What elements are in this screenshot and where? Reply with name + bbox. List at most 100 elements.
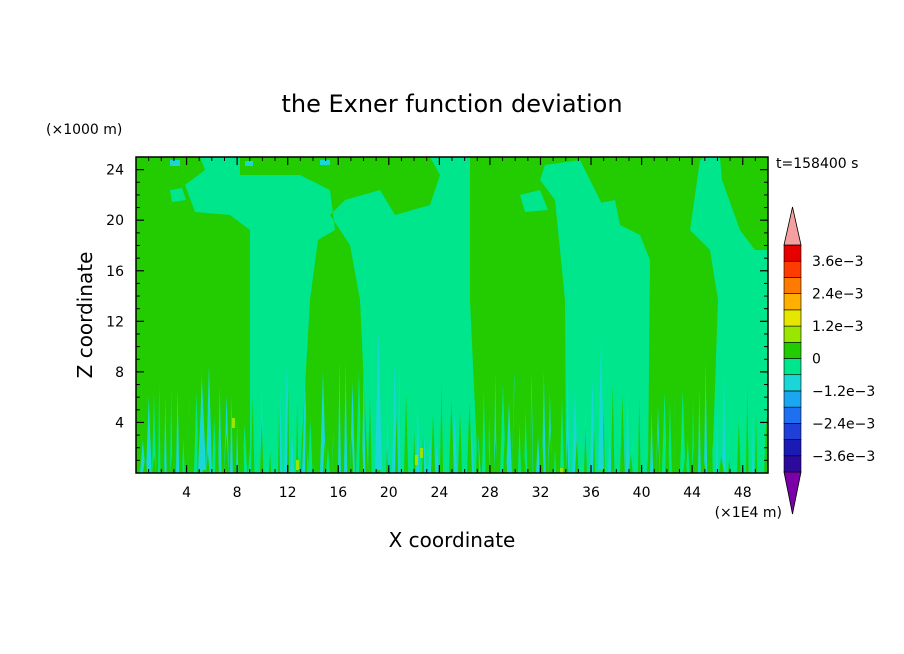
colorbar-label: −1.2e−3 xyxy=(812,384,875,400)
streak xyxy=(398,361,401,473)
x-tick-label: 8 xyxy=(233,485,242,501)
colorbar-under-arrow xyxy=(783,471,802,515)
streak xyxy=(161,436,165,473)
streak xyxy=(206,451,210,473)
streak xyxy=(737,421,741,473)
streak xyxy=(386,445,389,473)
streak xyxy=(251,396,255,473)
x-units-label: (×1E4 m) xyxy=(715,505,782,521)
y-axis-label: Z coordinate xyxy=(73,252,97,379)
streak xyxy=(422,434,425,473)
colorbar-bin xyxy=(783,244,802,262)
streak xyxy=(740,399,743,473)
streak xyxy=(326,447,330,473)
x-tick-label: 40 xyxy=(633,485,651,501)
streak xyxy=(341,429,344,473)
streak xyxy=(146,395,152,473)
colorbar-bin xyxy=(783,455,802,473)
streak xyxy=(566,439,569,473)
streak xyxy=(620,395,625,473)
x-tick-label: 36 xyxy=(582,485,600,501)
streak xyxy=(152,393,157,473)
streak xyxy=(215,387,219,473)
streak xyxy=(734,374,739,473)
streak xyxy=(656,433,660,473)
streak xyxy=(332,417,337,473)
streak xyxy=(170,385,173,473)
streak xyxy=(506,401,512,473)
colorbar-bin xyxy=(783,439,802,457)
time-label: t=158400 s xyxy=(776,156,858,172)
streak xyxy=(410,389,414,473)
streak xyxy=(272,379,278,473)
streak xyxy=(206,363,212,473)
colorbar-bin xyxy=(783,293,802,311)
streak xyxy=(686,438,690,473)
streak xyxy=(584,423,587,473)
streak xyxy=(362,363,366,473)
streak xyxy=(188,381,192,473)
streak xyxy=(503,432,508,473)
streak xyxy=(296,402,299,473)
y-axis-ticks: 4 8 12 16 20 24 xyxy=(106,163,768,461)
negative-patch xyxy=(320,160,330,165)
streak xyxy=(476,415,480,473)
x-tick-label: 48 xyxy=(734,485,752,501)
streak xyxy=(212,416,217,473)
streak xyxy=(404,393,409,473)
streak xyxy=(536,435,541,473)
colorbar-label: 0 xyxy=(812,352,821,368)
streak xyxy=(464,414,468,473)
colorbar-label: 3.6e−3 xyxy=(812,254,864,270)
streak xyxy=(755,413,758,473)
streak xyxy=(218,384,222,473)
streak xyxy=(308,419,313,473)
y-units-label: (×1000 m) xyxy=(46,122,122,138)
x-tick-label: 28 xyxy=(481,485,499,501)
streak xyxy=(728,377,732,473)
streak xyxy=(632,438,637,473)
x-tick-label: 24 xyxy=(430,485,448,501)
colorbar-label: 1.2e−3 xyxy=(812,319,864,335)
field-regions xyxy=(136,157,768,473)
neutral-patch xyxy=(256,238,270,340)
streak xyxy=(338,360,341,473)
colorbar-label: 2.4e−3 xyxy=(812,287,864,303)
x-axis-label: X coordinate xyxy=(389,528,516,552)
streak xyxy=(305,402,308,473)
streak xyxy=(254,413,259,473)
streak xyxy=(179,400,183,473)
streak xyxy=(542,370,546,473)
streak xyxy=(290,434,295,473)
positive-speck xyxy=(420,448,423,458)
streak xyxy=(674,383,677,473)
streak xyxy=(704,360,708,473)
streak xyxy=(314,409,317,473)
streak xyxy=(176,387,180,473)
streak xyxy=(518,422,522,473)
streak xyxy=(269,451,272,473)
streak xyxy=(593,426,596,473)
streak xyxy=(590,376,595,473)
streak xyxy=(752,411,755,473)
streak xyxy=(758,382,762,473)
streak xyxy=(485,419,490,473)
streak xyxy=(710,390,713,473)
streak xyxy=(494,438,498,473)
neutral-patch xyxy=(520,190,548,212)
streak xyxy=(668,402,672,473)
positive-region xyxy=(136,157,250,473)
colorbar: 3.6e−3 2.4e−3 1.2e−3 0 −1.2e−3 −2.4e−3 −3.6e−3 xyxy=(783,206,875,515)
chart-title: the Exner function deviation xyxy=(281,90,622,118)
streak xyxy=(323,441,327,473)
streak xyxy=(746,385,749,473)
positive-speck xyxy=(296,460,299,470)
streak xyxy=(236,422,239,473)
streak xyxy=(266,390,271,473)
streak xyxy=(446,437,450,473)
streak xyxy=(287,387,290,473)
streak xyxy=(164,395,167,473)
streak xyxy=(566,364,570,473)
x-tick-label: 16 xyxy=(329,485,347,501)
